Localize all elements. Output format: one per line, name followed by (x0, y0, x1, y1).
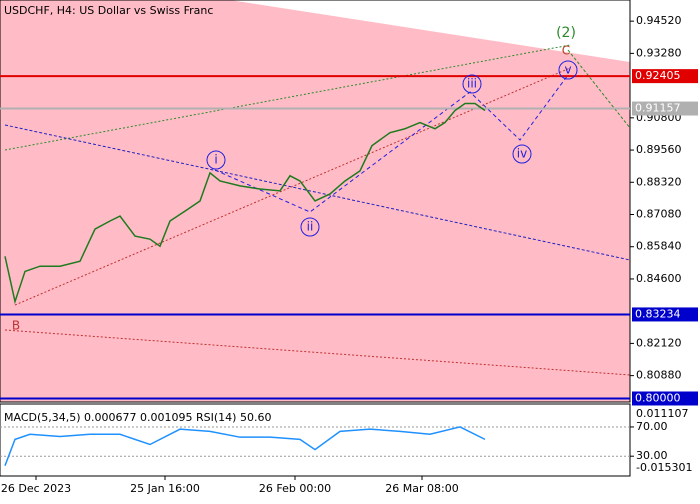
level-label: 0.83234 (635, 307, 681, 320)
y-tick-label: 0.88320 (636, 175, 682, 188)
level-label: 0.91157 (635, 102, 681, 115)
price-line (4, 426, 486, 466)
wave-marker (462, 74, 482, 94)
y-tick-label: 0.94520 (636, 14, 682, 27)
y-tick-label: 0.84600 (636, 272, 682, 285)
x-tick-label: 25 Jan 16:00 (130, 482, 200, 495)
wave-label: i (214, 153, 217, 167)
plot-border (0, 0, 631, 403)
macd-label: 0.011107 (636, 407, 689, 420)
wave-label: B (12, 319, 20, 333)
plot-shade (230, 0, 630, 62)
level-label-box (632, 307, 698, 322)
y-tick-label: 0.80880 (636, 369, 682, 382)
trend-line (4, 124, 631, 261)
wave-marker (206, 150, 226, 170)
wave-marker (300, 217, 320, 237)
level-label: 0.80000 (635, 391, 681, 404)
wave-label: v (564, 63, 571, 77)
y-tick-label: 70.00 (636, 420, 668, 433)
x-tick-label: 26 Feb 00:00 (259, 482, 331, 495)
trend-line (4, 329, 631, 376)
wave-marker (512, 144, 532, 164)
trend-lines (4, 44, 631, 376)
wave-label: C (562, 44, 570, 58)
level-label-box (632, 391, 698, 406)
wave-label: ii (307, 220, 314, 234)
wave-marker (558, 60, 578, 80)
level-label: 0.92405 (635, 69, 681, 82)
wave-path (567, 49, 631, 129)
y-tick-label: 0.82120 (636, 336, 682, 349)
wave-label: (2) (556, 25, 576, 41)
indicator-panel (0, 403, 631, 477)
price-line (4, 102, 486, 305)
wave-label: iii (467, 77, 477, 91)
wave-label: iv (517, 147, 527, 161)
level-label-box (632, 69, 698, 84)
chart-title: USDCHF, H4: US Dollar vs Swiss Franc (4, 4, 213, 17)
level-label-box (632, 101, 698, 116)
y-tick-label: 0.85840 (636, 240, 682, 253)
indicator-title: MACD(5,34,5) 0.000677 0.001095 RSI(14) 5… (4, 411, 271, 424)
x-tick-label: 26 Mar 08:00 (385, 482, 458, 495)
y-tick-label: 0.89560 (636, 143, 682, 156)
macd-label: -0.015301 (636, 461, 692, 474)
y-tick-label: 0.87080 (636, 208, 682, 221)
x-tick-label: 26 Dec 2023 (1, 482, 71, 495)
wave-path (214, 74, 569, 213)
trend-line (14, 67, 571, 306)
y-tick-label: 30.00 (636, 449, 668, 462)
y-tick-label: 0.93280 (636, 46, 682, 59)
